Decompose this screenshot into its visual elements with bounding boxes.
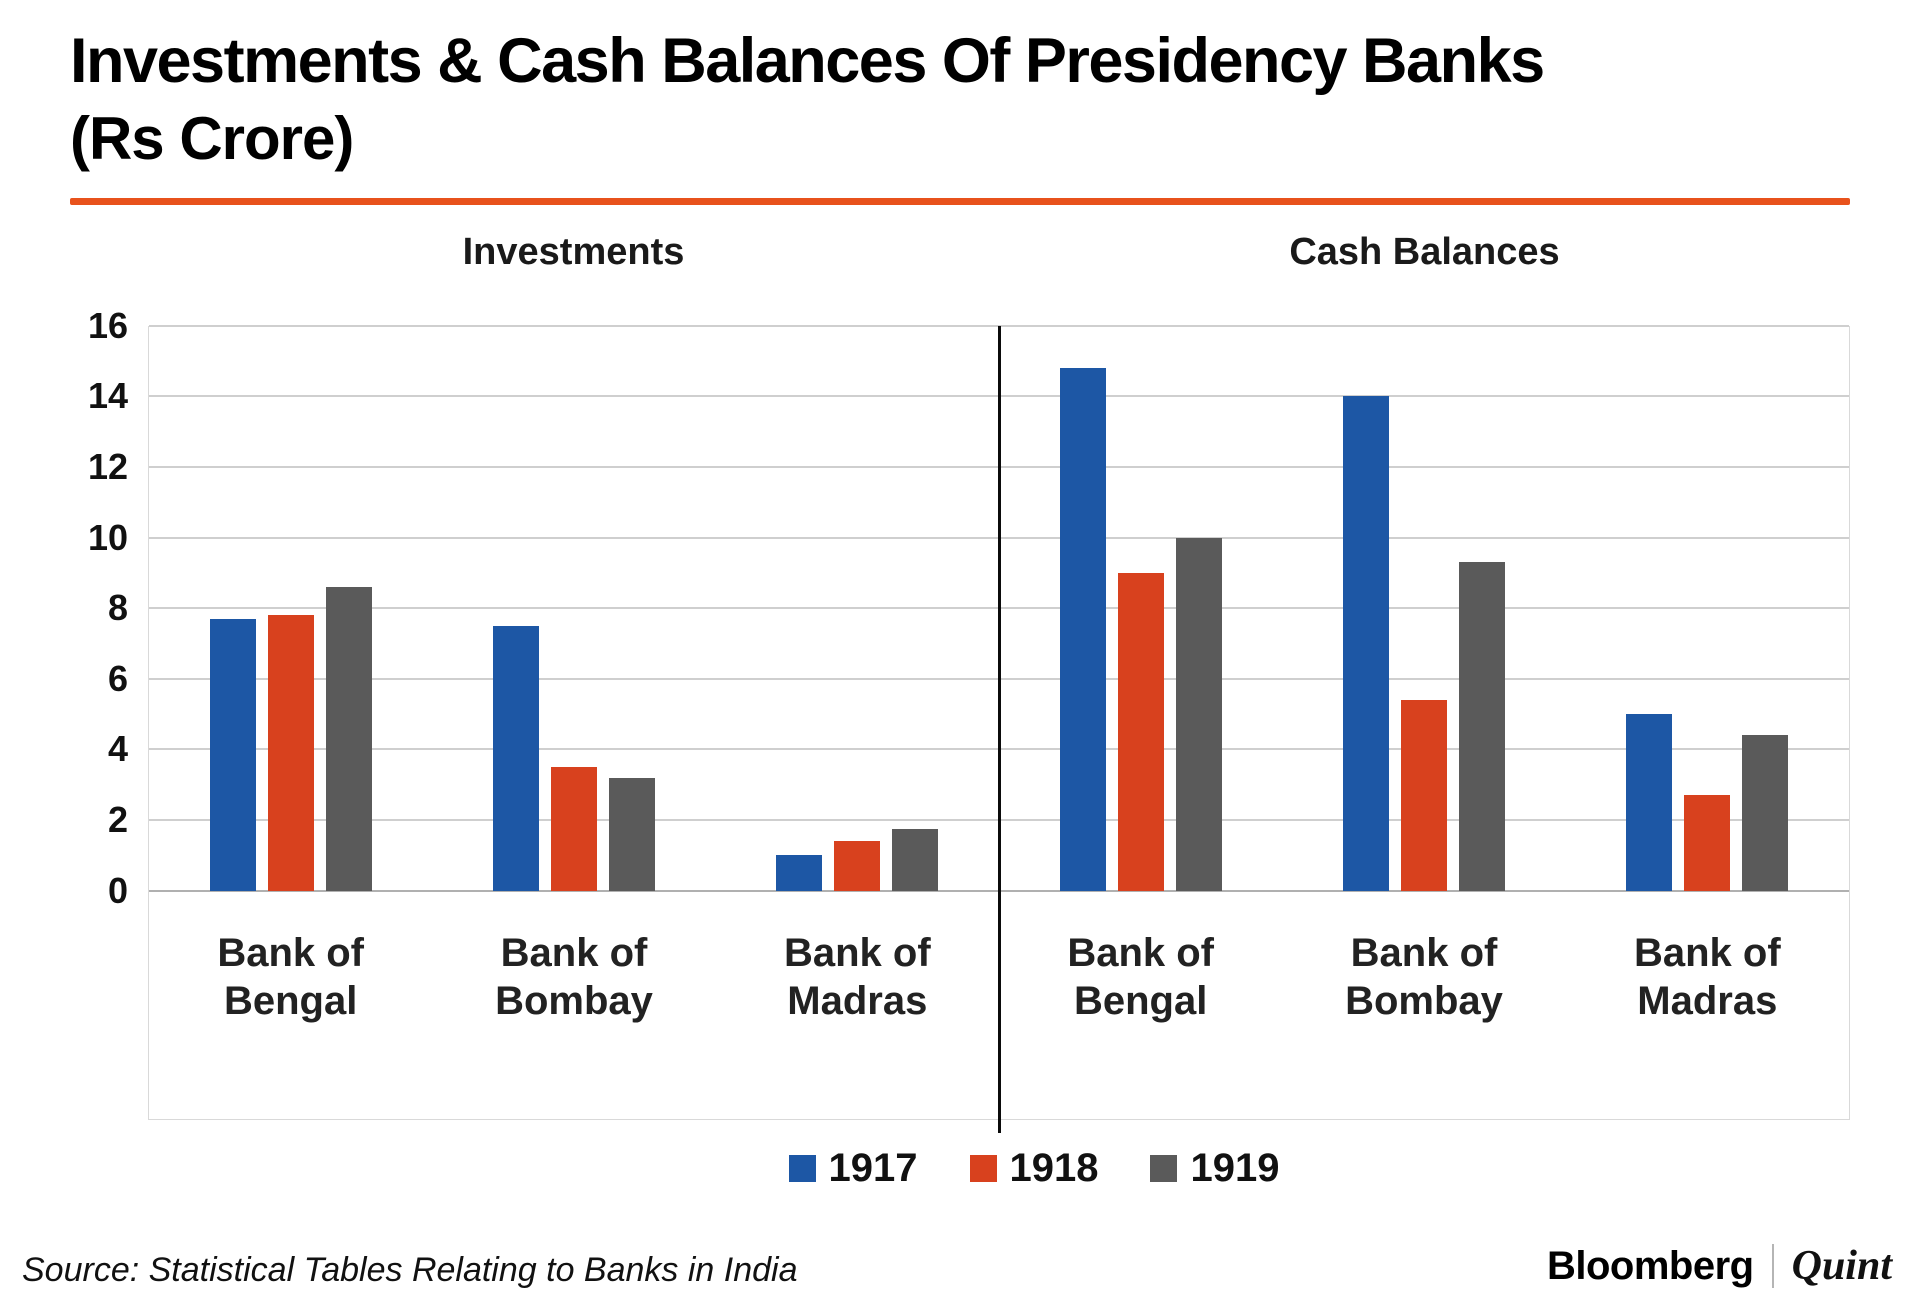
quint-logo: Quint [1791, 1243, 1892, 1289]
legend-swatch-1917 [788, 1154, 816, 1182]
bar-investments-bank-of-madras-1917 [776, 855, 823, 891]
legend-label-1918: 1918 [1009, 1145, 1099, 1190]
source-note: Source: Statistical Tables Relating to B… [22, 1251, 798, 1289]
x-label-slot: Bank of Madras [716, 891, 999, 1119]
bar-cash-balances-bank-of-bombay-1919 [1458, 562, 1505, 891]
y-tick-label-12: 12 [87, 445, 128, 487]
bar-group-investments-bank-of-bengal [149, 326, 432, 891]
x-label-bank-of-bengal: Bank of Bengal [1067, 930, 1214, 1023]
bar-group-cash-balances-bank-of-bengal [999, 326, 1282, 891]
y-tick-label-4: 4 [107, 728, 128, 770]
legend-swatch-1918 [969, 1154, 997, 1182]
x-label-slot: Bank of Madras [1566, 891, 1849, 1119]
x-label-slot: Bank of Bombay [1282, 891, 1565, 1119]
brand-divider [1771, 1244, 1774, 1288]
bar-cash-balances-bank-of-bombay-1917 [1342, 396, 1389, 891]
legend-row: 1917 1918 1919 [218, 1146, 1850, 1191]
chart-box: Bank of Bengal Bank of Bombay Bank of Madr… [148, 324, 1850, 1133]
x-labels-cash-balances: Bank of Bengal Bank of Bombay Bank of Madr… [999, 891, 1849, 1119]
legend-item-1919: 1919 [1150, 1146, 1279, 1191]
y-tick-label-16: 16 [87, 304, 128, 346]
x-label-slot: Bank of Bengal [999, 891, 1282, 1119]
panel-divider-line [997, 325, 1001, 1133]
y-tick-label-8: 8 [107, 587, 128, 629]
bar-investments-bank-of-bombay-1918 [550, 767, 597, 891]
x-label-bank-of-madras: Bank of Madras [783, 930, 931, 1023]
x-label-bank-of-bengal: Bank of Bengal [217, 930, 364, 1023]
panel-title-investments: Investments [462, 230, 685, 273]
bar-cash-balances-bank-of-bengal-1918 [1117, 572, 1164, 891]
chart-header: Investments & Cash Balances Of Presidenc… [0, 26, 1920, 205]
bar-investments-bank-of-bombay-1919 [608, 777, 655, 891]
y-tick-label-10: 10 [87, 516, 128, 558]
plot-area [149, 324, 1849, 892]
bar-investments-bank-of-bombay-1917 [492, 625, 539, 891]
panel-titles-row: Investments Cash Balances [148, 231, 1850, 274]
bar-group-cash-balances-bank-of-bombay [1282, 326, 1565, 891]
x-label-bank-of-madras: Bank of Madras [1633, 930, 1781, 1023]
bar-group-investments-bank-of-madras [716, 326, 999, 891]
legend: 1917 1918 1919 [788, 1145, 1279, 1191]
y-tick-label-6: 6 [107, 657, 128, 699]
x-label-slot: Bank of Bombay [432, 891, 715, 1119]
chart-subtitle: (Rs Crore) [70, 104, 354, 172]
x-labels-investments: Bank of Bengal Bank of Bombay Bank of Madr… [149, 891, 999, 1119]
bar-investments-bank-of-madras-1919 [892, 828, 939, 891]
bar-investments-bank-of-bengal-1918 [267, 615, 314, 891]
bar-cash-balances-bank-of-madras-1917 [1626, 714, 1673, 891]
x-label-slot: Bank of Bengal [149, 891, 432, 1119]
legend-label-1917: 1917 [828, 1145, 918, 1190]
y-tick-label-14: 14 [87, 375, 128, 417]
panel-cash-balances [999, 326, 1849, 891]
title-divider-rule [70, 197, 1850, 205]
y-axis: 0 2 4 6 8 10 12 14 16 [70, 305, 148, 911]
legend-item-1917: 1917 [788, 1145, 918, 1191]
panel-investments [149, 326, 999, 891]
bar-investments-bank-of-bengal-1919 [325, 587, 372, 891]
bar-investments-bank-of-madras-1918 [834, 841, 881, 891]
bar-cash-balances-bank-of-bengal-1919 [1175, 537, 1222, 891]
bar-cash-balances-bank-of-madras-1919 [1742, 735, 1789, 891]
y-tick-label-0: 0 [107, 869, 128, 911]
bloomberg-logo: Bloomberg [1546, 1243, 1754, 1288]
bar-group-cash-balances-bank-of-madras [1566, 326, 1849, 891]
chart-area: 0 2 4 6 8 10 12 14 16 Bank of Bengal Bank of Bomb… [70, 305, 1850, 1133]
panel-title-cash-balances: Cash Balances [1289, 230, 1560, 273]
x-label-bank-of-bombay: Bank of Bombay [495, 930, 653, 1023]
x-axis-labels: Bank of Bengal Bank of Bombay Bank of Madr… [149, 891, 1849, 1119]
y-tick-label-2: 2 [107, 799, 128, 841]
bar-group-investments-bank-of-bombay [432, 326, 715, 891]
legend-swatch-1919 [1150, 1154, 1178, 1182]
bar-cash-balances-bank-of-bengal-1917 [1059, 368, 1106, 891]
chart-title: Investments & Cash Balances Of Presidenc… [70, 26, 1545, 96]
branding: Bloomberg Quint [1547, 1242, 1892, 1290]
legend-item-1918: 1918 [969, 1145, 1099, 1191]
bar-cash-balances-bank-of-madras-1918 [1684, 795, 1731, 891]
chart-container: Investments Cash Balances 0 2 4 6 8 10 12 14 16 … [70, 205, 1850, 1191]
legend-label-1919: 1919 [1190, 1145, 1280, 1190]
footer: Source: Statistical Tables Relating to B… [0, 1242, 1920, 1294]
x-label-bank-of-bombay: Bank of Bombay [1345, 930, 1503, 1023]
bar-investments-bank-of-bengal-1917 [209, 618, 256, 891]
bar-cash-balances-bank-of-bombay-1918 [1400, 700, 1447, 891]
